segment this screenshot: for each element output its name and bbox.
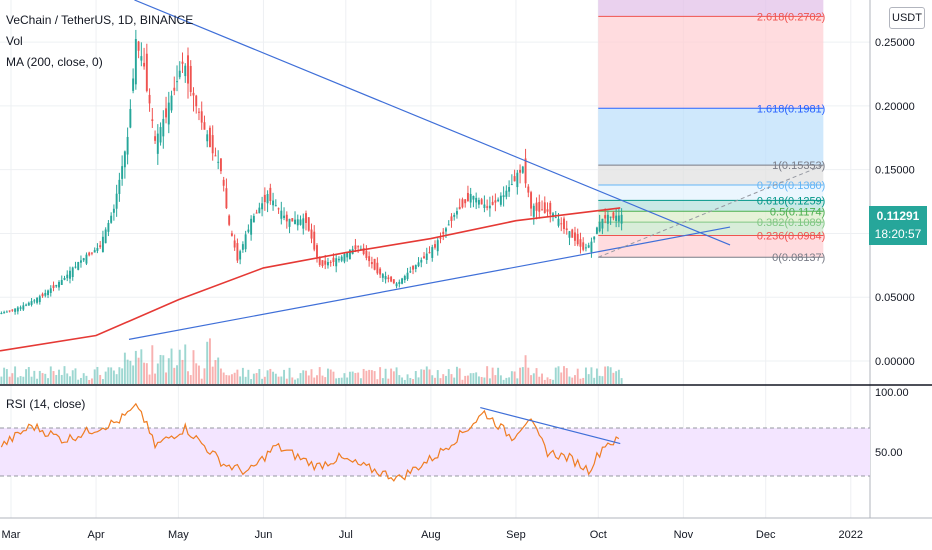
fib-label-1: 1(0.15353) — [772, 160, 825, 172]
fib-label-0.618: 0.618(0.1259) — [757, 195, 826, 207]
time-tick-label: Jun — [255, 529, 273, 541]
time-tick-label: Jul — [339, 529, 353, 541]
trendline-descending-resistance[interactable] — [134, 0, 731, 246]
fib-zone-2.618 — [598, 16, 824, 109]
fib-zone-1.618 — [598, 108, 824, 166]
time-tick-label: Aug — [421, 529, 441, 541]
fib-projection-line — [598, 164, 824, 258]
trendline-ascending-support[interactable] — [128, 226, 731, 340]
fibonacci-extension[interactable]: 0(0.08137) 0.236(0.0984) 0.382(0.1089)0.5(… — [598, 0, 825, 264]
volume-bars — [0, 338, 623, 384]
time-tick-label: May — [168, 529, 189, 541]
rsi-tick-label: 50.00 — [875, 447, 903, 459]
price-tick-label: 0.20000 — [875, 101, 915, 113]
fib-zone-0.786 — [598, 184, 824, 201]
price-tick-label: 0.15000 — [875, 165, 915, 177]
rsi-line[interactable] — [0, 402, 620, 482]
time-tick-label: 2022 — [839, 529, 863, 541]
fib-zone-0.618 — [598, 200, 824, 212]
ma-indicator-label[interactable]: MA (200, close, 0) — [6, 55, 103, 69]
fib-label-1.618: 1.618(0.1981) — [757, 103, 826, 115]
last-price-value: 0.11291 — [876, 209, 920, 223]
fib-zone-0.5 — [598, 211, 824, 223]
rsi-tick-label: 100.00 — [875, 387, 909, 399]
time-axis[interactable]: Mar Apr May Jun Jul Aug Sep Oct Nov Dec 2022 — [0, 517, 932, 541]
time-tick-label: Dec — [756, 529, 776, 541]
rsi-trendline[interactable] — [480, 407, 621, 445]
fib-label-2.618: 2.618(0.2702) — [757, 11, 826, 23]
ma200-line[interactable] — [0, 207, 621, 352]
time-tick-label: Nov — [674, 529, 694, 541]
bar-countdown: 18:20:57 — [874, 227, 922, 241]
last-price-tag: 0.11291 18:20:57 — [869, 206, 927, 245]
symbol-title[interactable]: VeChain / TetherUS, 1D, BINANCE — [6, 13, 194, 27]
fib-label-0.236: 0.236(0.0984) — [757, 231, 826, 243]
time-tick-label: Sep — [506, 529, 526, 541]
price-tick-label: 0.25000 — [875, 37, 915, 49]
price-tick-label: 0.00000 — [875, 356, 915, 368]
volume-indicator-label[interactable]: Vol — [6, 34, 23, 48]
currency-unit-button[interactable]: USDT — [889, 7, 925, 29]
rsi-band — [0, 428, 870, 476]
rsi-indicator-label[interactable]: RSI (14, close) — [6, 397, 86, 411]
fib-label-0.786: 0.786(0.1380) — [757, 180, 826, 192]
fib-label-0.5: 0.5(0.1174) — [770, 206, 825, 218]
time-tick-label: Mar — [2, 529, 21, 541]
rsi-pane: 100.00 50.00 — [0, 387, 909, 482]
time-tick-label: Apr — [87, 529, 104, 541]
time-tick-label: Oct — [590, 529, 607, 541]
candlesticks — [0, 29, 623, 315]
fib-label-0.382: 0.382(0.1089) — [757, 217, 826, 229]
fib-label-0: 0(0.08137) — [772, 252, 825, 264]
fib-zone-1 — [598, 165, 824, 185]
fib-zone-0.382 — [598, 222, 824, 236]
fib-zone-top — [598, 0, 824, 17]
price-tick-label: 0.05000 — [875, 292, 915, 304]
chart-legend: VeChain / TetherUS, 1D, BINANCE Vol MA (… — [6, 10, 193, 73]
price-axis[interactable]: 0.250000.200000.150000.100000.050000.000… — [869, 0, 915, 518]
